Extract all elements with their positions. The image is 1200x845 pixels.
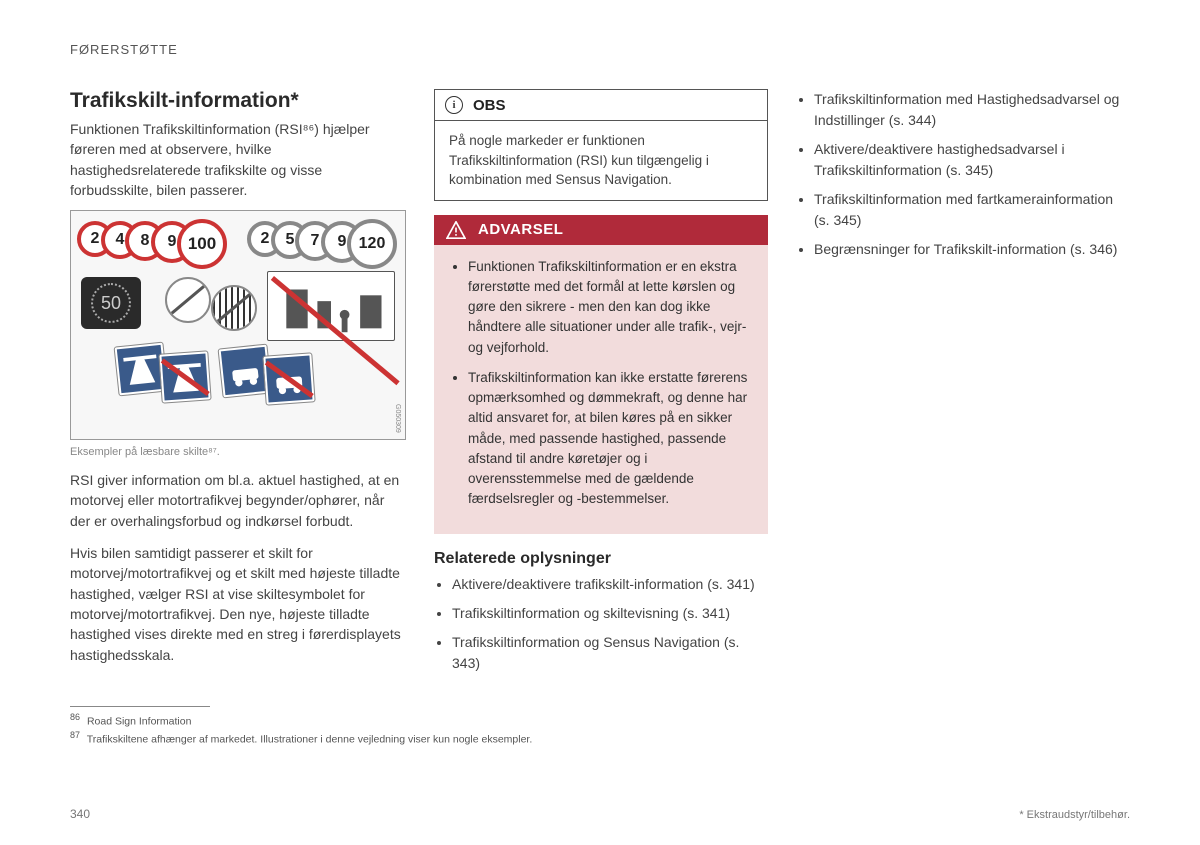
footnote: 87 Trafikskiltene afhænger af markedet. … [70,729,1130,747]
related-item: Trafikskiltinformation og skiltevisning … [452,603,768,624]
end-sign [165,277,211,323]
footnote: 86 Road Sign Information [70,711,1130,729]
footnote-text: Road Sign Information [87,715,191,727]
warning-item: Funktionen Trafikskiltinformation er en … [468,257,752,358]
motorway-end-sign [159,352,210,403]
page-title: Trafikskilt-information* [70,89,406,113]
motorway-icon [117,345,165,393]
column-1: Trafikskilt-information* Funktionen Traf… [70,89,406,682]
related-heading: Relaterede oplysninger [434,550,768,568]
car-icon [266,356,313,403]
image-code: G050309 [394,404,401,433]
warning-header: ADVARSEL [434,215,768,245]
footnote-text: Trafikskiltene afhænger af markedet. Ill… [87,733,533,745]
content-columns: Trafikskilt-information* Funktionen Traf… [70,89,1130,682]
footnote-number: 87 [70,730,80,740]
buildings-icon [268,272,394,340]
extra-equipment-note: * Ekstraudstyr/tilbehør. [1019,809,1130,821]
info-icon: i [445,96,463,114]
built-up-end-sign [267,271,395,341]
footnote-number: 86 [70,712,80,722]
intro-paragraph: Funktionen Trafikskiltinformation (RSI⁸⁶… [70,119,406,200]
car-icon [221,347,269,395]
related-list: Aktivere/deaktivere trafikskilt-informat… [434,574,768,674]
footnotes-rule [70,706,210,707]
obs-box: i OBS På nogle markeder er funktionen Tr… [434,89,768,201]
column-2: i OBS På nogle markeder er funktionen Tr… [434,89,768,682]
related-item: Aktivere/deaktivere hastighedsadvarsel i… [814,139,1130,181]
dark-speed-value: 50 [91,283,131,323]
body-paragraph-2: Hvis bilen samtidigt passerer et skilt f… [70,543,406,665]
warning-box: ADVARSEL Funktionen Trafikskiltinformati… [434,215,768,534]
related-list-continued: Trafikskiltinformation med Hastighedsadv… [796,89,1130,260]
signs-illustration: 2 4 8 9 100 2 5 7 9 120 50 [70,210,406,440]
warning-body: Funktionen Trafikskiltinformation er en … [434,245,768,534]
dark-speed-sign: 50 [81,277,141,329]
obs-header: i OBS [435,90,767,121]
page-number: 340 [70,807,90,821]
illustration-caption: Eksempler på læsbare skilte⁸⁷. [70,446,406,458]
obs-title: OBS [473,97,506,114]
warning-icon [446,221,466,239]
speed-sign: 100 [177,219,227,269]
header-category: FØRERSTØTTE [70,42,1130,57]
speed-sign-grey: 120 [347,219,397,269]
column-3: Trafikskiltinformation med Hastighedsadv… [796,89,1130,682]
related-item: Aktivere/deaktivere trafikskilt-informat… [452,574,768,595]
related-item: Trafikskiltinformation med fartkamerainf… [814,189,1130,231]
warning-title: ADVARSEL [478,221,563,238]
obs-body: På nogle markeder er funktionen Trafiksk… [435,121,767,200]
expressway-end-sign [263,354,314,405]
body-paragraph-1: RSI giver information om bl.a. aktuel ha… [70,470,406,531]
related-item: Trafikskiltinformation og Sensus Navigat… [452,632,768,674]
end-sign-striped [211,285,257,331]
related-item: Begrænsninger for Trafikskilt-informatio… [814,239,1130,260]
warning-item: Trafikskiltinformation kan ikke erstatte… [468,368,752,510]
related-item: Trafikskiltinformation med Hastighedsadv… [814,89,1130,131]
motorway-icon [162,354,209,401]
